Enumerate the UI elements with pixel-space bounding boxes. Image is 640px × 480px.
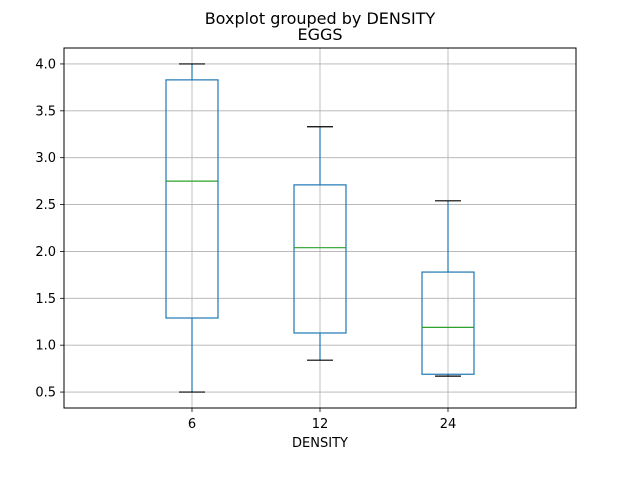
y-tick-label: 3.5 [35, 104, 56, 119]
box-series [165, 63, 475, 393]
x-tick-label: 12 [312, 417, 329, 432]
y-tick-label: 1.5 [35, 292, 56, 307]
y-tick-label: 0.5 [35, 386, 56, 401]
y-tick-label: 1.0 [35, 339, 56, 354]
x-axis-label: DENSITY [292, 436, 348, 451]
y-axis-ticks: 0.5 1.0 1.5 2.0 2.5 3.0 3.5 4.0 [35, 57, 64, 401]
grid-lines [64, 48, 576, 408]
x-axis-ticks: 6 12 24 [188, 408, 456, 432]
x-tick-label: 6 [188, 417, 196, 432]
box-group-6 [165, 63, 219, 393]
y-tick-label: 2.0 [35, 245, 56, 260]
box-group-12 [293, 126, 347, 361]
iqr-box [293, 184, 347, 334]
iqr-box [165, 79, 219, 319]
x-tick-label: 24 [440, 417, 457, 432]
box-group-24 [421, 200, 475, 377]
chart-suptitle: Boxplot grouped by DENSITY [205, 9, 436, 28]
y-tick-label: 2.5 [35, 198, 56, 213]
plot-area-frame [63, 47, 577, 409]
y-tick-label: 4.0 [35, 57, 56, 72]
y-tick-label: 3.0 [35, 151, 56, 166]
chart-title: EGGS [297, 25, 342, 44]
iqr-box [421, 271, 475, 375]
